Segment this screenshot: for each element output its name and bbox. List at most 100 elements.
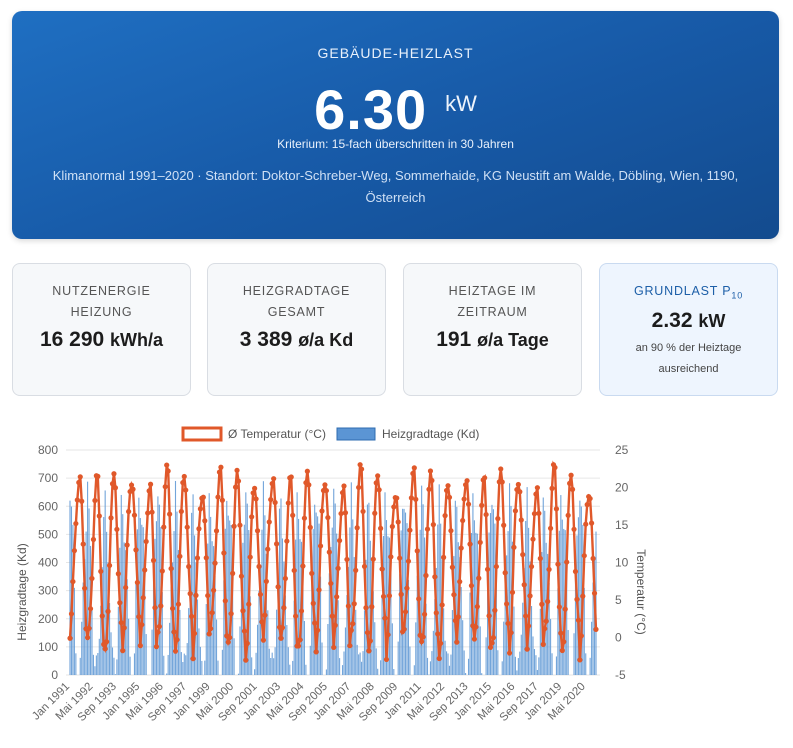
card-number: 16 290 (39, 328, 105, 351)
temperature-point (350, 621, 356, 627)
temperature-point (260, 637, 267, 643)
card-number: 2.32 (651, 309, 693, 332)
heizgradtage-bar (422, 504, 424, 675)
heizgradtage-bar (448, 665, 451, 675)
temperature-point (479, 502, 485, 508)
temperature-point (416, 596, 422, 602)
heizgradtage-bar (523, 568, 525, 675)
temperature-point (231, 523, 237, 529)
temperature-point (210, 587, 217, 593)
temperature-point (421, 611, 428, 617)
temperature-point (290, 512, 296, 518)
temperature-point (462, 482, 469, 488)
heizgradtage-bar (460, 587, 462, 675)
criterion-text: Kriterium: 15-fach überschritten in 30 J… (277, 137, 514, 151)
heizgradtage-bar (82, 582, 84, 675)
heizgradtage-bar (530, 606, 533, 675)
card-number: 191 (436, 328, 472, 351)
legend-swatch-heizgradtage[interactable] (336, 427, 376, 441)
heizgradtage-bar (163, 655, 165, 675)
y-tick-right: 25 (615, 443, 629, 457)
heizgradtage-bar (516, 670, 518, 675)
heizgradtage-bar (276, 609, 278, 675)
heizgradtage-bar (73, 587, 75, 675)
temperature-point (76, 479, 82, 486)
heizgradtage-bar (380, 660, 382, 675)
temperature-point (523, 613, 529, 619)
temperature-point (259, 619, 265, 625)
temperature-point (115, 571, 121, 577)
heizgradtage-bar (97, 653, 99, 675)
temperature-point (67, 635, 73, 641)
heizgradtage-bar (444, 640, 446, 675)
chart-legend[interactable]: Ø Temperatur (°C) Heizgradtage (Kd) (181, 426, 479, 442)
heizgradtage-bar (413, 665, 415, 675)
temperature-point (389, 523, 395, 530)
legend-label-temperature[interactable]: Ø Temperatur (°C) (228, 427, 326, 441)
temperature-point (162, 484, 168, 490)
heizgradtage-bar (356, 644, 358, 675)
temperature-point (467, 541, 473, 547)
heizgradtage-bar (462, 620, 464, 675)
temperature-point (401, 626, 407, 632)
heizgradtage-bar (116, 659, 118, 675)
temperature-point (120, 648, 126, 654)
temperature-point (448, 528, 454, 534)
heizgradtage-bar (303, 620, 305, 675)
heizgradtage-bar (508, 483, 511, 675)
heizgradtage-bar (243, 524, 245, 675)
heizgradtage-bar (330, 546, 332, 675)
heizgradtage-bar (429, 661, 431, 675)
temperature-point (169, 605, 176, 612)
temperature-point (105, 608, 111, 614)
temperature-point (567, 480, 573, 486)
heizgradtage-bar (451, 610, 453, 675)
temperature-point (435, 631, 441, 637)
temperature-point (373, 480, 379, 486)
heizgradtage-bar (440, 523, 442, 675)
heizgradtage-bar (176, 511, 178, 675)
temperature-point (593, 626, 599, 632)
heizgradtage-bar (170, 586, 172, 675)
temperature-point (175, 601, 182, 607)
heizgradtage-bar (456, 506, 458, 675)
temperature-point (458, 545, 464, 551)
temperature-point (126, 508, 132, 515)
heizgradtage-bar (501, 661, 503, 675)
temperature-point (237, 522, 243, 528)
temperature-point (202, 518, 208, 524)
heizgradtage-bar (311, 576, 313, 675)
temperature-point (383, 656, 390, 663)
legend-label-heizgradtage[interactable]: Heizgradtage (Kd) (382, 427, 479, 441)
temperature-point (520, 552, 526, 558)
temperature-point (552, 464, 558, 471)
heizgradtage-bar (88, 508, 90, 675)
heizgradtage-bar (495, 583, 497, 675)
heizgradtage-bar (315, 512, 317, 675)
temperature-point (413, 496, 419, 502)
temperature-point (423, 572, 429, 579)
temperature-point (243, 657, 249, 663)
heizgradtage-bar (286, 625, 288, 675)
heizgradtage-bar (117, 606, 119, 675)
heizgradtage-bar (384, 492, 386, 675)
temperature-point (370, 556, 376, 562)
temperature-point (183, 487, 189, 493)
legend-swatch-temperature[interactable] (181, 426, 223, 442)
temperature-point (404, 585, 410, 591)
heizgradtage-bar (359, 652, 361, 675)
temperature-point (455, 614, 461, 620)
temperature-point (430, 522, 436, 528)
temperature-point (530, 536, 536, 542)
temperature-point (339, 490, 346, 496)
heizgradtage-bar (174, 480, 177, 675)
card-label: HEIZGRADTAGE GESAMT (214, 281, 379, 323)
temperature-point (534, 485, 540, 491)
temperature-point (348, 627, 354, 633)
temperature-point (583, 521, 589, 527)
heizgradtage-bar (402, 508, 404, 675)
temperature-point (572, 568, 579, 575)
temperature-point (265, 546, 271, 552)
temperature-point (364, 629, 371, 636)
card-label: NUTZENERGIE HEIZUNG (19, 281, 184, 323)
